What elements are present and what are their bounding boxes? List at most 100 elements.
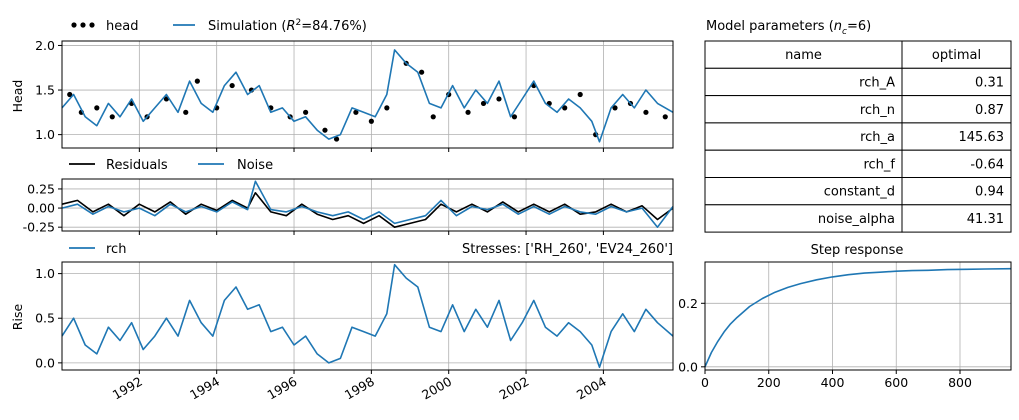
contribution-legend: rch Stresses: ['RH_260', 'EV24_260'] bbox=[69, 242, 673, 257]
head-observation-point bbox=[333, 136, 340, 142]
head-observation-point bbox=[430, 114, 436, 120]
legend-head-marker bbox=[80, 22, 86, 28]
table-row-value: 145.63 bbox=[959, 130, 1005, 145]
table-row-value: 0.31 bbox=[975, 75, 1004, 90]
table-header-name: name bbox=[785, 48, 822, 63]
y-tick-label: 0.2 bbox=[678, 296, 698, 311]
table-cell bbox=[901, 95, 1012, 124]
parameters-table-grid: name optimal rch_A 0.31 rch_n 0.87 rch_a 145.63… bbox=[704, 40, 1012, 233]
table-header-value: optimal bbox=[932, 48, 981, 63]
head-observation-point bbox=[194, 78, 200, 84]
x-tick-label: 2002 bbox=[497, 374, 532, 403]
legend-head-marker bbox=[71, 22, 77, 28]
x-tick-label: 1992 bbox=[110, 374, 145, 403]
head-observation-point bbox=[229, 82, 235, 89]
y-tick-label: 0.25 bbox=[27, 181, 55, 196]
table-cell bbox=[704, 177, 903, 206]
table-row-value: 0.87 bbox=[975, 103, 1004, 118]
head-observation-point bbox=[67, 91, 73, 98]
table-row-name: constant_d bbox=[824, 185, 895, 200]
legend-rch-label: rch bbox=[106, 242, 126, 257]
head-observation-point bbox=[94, 105, 100, 111]
x-tick-label: 800 bbox=[948, 375, 972, 390]
head-observation-point bbox=[353, 109, 359, 115]
axes-frame bbox=[61, 40, 674, 149]
table-cell bbox=[901, 40, 1012, 69]
head-observation-point bbox=[643, 109, 649, 115]
x-tick-label: 1994 bbox=[187, 374, 222, 403]
head-observation-point bbox=[368, 118, 374, 124]
y-tick-label: 1.5 bbox=[35, 83, 55, 98]
head-observation-point bbox=[511, 114, 518, 120]
table-cell bbox=[704, 149, 903, 178]
head-observation-point bbox=[496, 96, 502, 102]
table-cell bbox=[901, 204, 1012, 233]
table-cell bbox=[704, 95, 903, 124]
contribution-plot-panel: 0.0 0.5 1.0 1992 1994 1996 1998 2000 2002 2004 bbox=[35, 261, 674, 403]
rch-series-line bbox=[61, 263, 674, 369]
step-response-plot-panel: 0.0 0.2 0 200 400 600 800 bbox=[678, 261, 1012, 390]
x-tick-label: 600 bbox=[884, 375, 908, 390]
residuals-series-line bbox=[61, 192, 674, 228]
table-cell bbox=[704, 67, 903, 97]
y-tick-label: 0.0 bbox=[35, 355, 55, 370]
y-tick-label: -0.25 bbox=[23, 220, 55, 235]
head-y-axis-label: Head bbox=[10, 80, 25, 113]
table-row-value: 41.31 bbox=[967, 212, 1004, 227]
table-row-name: rch_A bbox=[859, 75, 895, 90]
table-row-name: rch_f bbox=[863, 157, 895, 172]
x-tick-label: 0 bbox=[701, 375, 709, 390]
residuals-legend: Residuals Noise bbox=[69, 158, 273, 173]
legend-head-label: head bbox=[106, 19, 138, 34]
axes-frame bbox=[61, 178, 674, 232]
head-observation-point bbox=[419, 69, 425, 75]
x-tick-label: 2004 bbox=[574, 374, 609, 403]
x-tick-label: 1996 bbox=[264, 374, 299, 403]
y-tick-label: 1.0 bbox=[35, 266, 55, 281]
table-row-name: rch_n bbox=[860, 103, 895, 118]
head-observation-point bbox=[303, 109, 309, 115]
simulation-series-line bbox=[61, 49, 674, 143]
residuals-plot-panel: -0.25 0.00 0.25 bbox=[23, 178, 674, 235]
head-observation-point bbox=[577, 91, 583, 98]
table-row-name: rch_a bbox=[860, 130, 895, 145]
head-observation-point bbox=[612, 105, 618, 111]
x-tick-label: 2000 bbox=[419, 374, 454, 403]
y-tick-label: 2.0 bbox=[35, 38, 55, 53]
legend-head-marker bbox=[89, 22, 95, 28]
parameters-table-title: Model parameters (nc=6) bbox=[706, 19, 871, 37]
x-tick-label: 1998 bbox=[342, 374, 377, 403]
table-cell bbox=[704, 122, 903, 151]
head-observation-point bbox=[480, 100, 487, 107]
table-row-value: -0.64 bbox=[970, 157, 1004, 172]
table-row-value: 0.94 bbox=[975, 185, 1004, 200]
head-plot-panel: 1.0 1.5 2.0 bbox=[35, 38, 674, 152]
axes-frame bbox=[61, 261, 674, 371]
y-tick-label: 1.0 bbox=[35, 127, 55, 142]
step-response-title: Step response bbox=[811, 243, 904, 258]
table-cell bbox=[901, 122, 1012, 151]
noise-series-line bbox=[61, 180, 674, 228]
rise-y-axis-label: Rise bbox=[10, 304, 25, 331]
head-legend: head Simulation (R2=84.76%) bbox=[71, 18, 367, 34]
parameters-table: Model parameters (nc=6) name optimal rch_A… bbox=[704, 19, 1012, 233]
head-observation-point bbox=[322, 127, 328, 133]
x-tick-label: 200 bbox=[757, 375, 781, 390]
x-tick-label: 400 bbox=[821, 375, 845, 390]
table-row-name: noise_alpha bbox=[818, 212, 895, 227]
step-response-series-line bbox=[704, 267, 1012, 368]
y-tick-label: 0.0 bbox=[678, 359, 698, 374]
head-observation-point bbox=[662, 114, 668, 120]
head-observation-point bbox=[562, 105, 568, 111]
axes-frame bbox=[704, 261, 1012, 371]
y-tick-label: 0.5 bbox=[35, 311, 55, 326]
head-observation-point bbox=[183, 109, 189, 115]
legend-simulation-label: Simulation (R2=84.76%) bbox=[208, 18, 367, 34]
head-observation-point bbox=[384, 105, 390, 111]
head-observation-point bbox=[465, 109, 471, 115]
y-tick-label: 0.00 bbox=[27, 201, 55, 216]
stresses-label: Stresses: ['RH_260', 'EV24_260'] bbox=[462, 242, 673, 257]
head-observation-point bbox=[109, 114, 115, 120]
legend-noise-label: Noise bbox=[237, 158, 273, 173]
